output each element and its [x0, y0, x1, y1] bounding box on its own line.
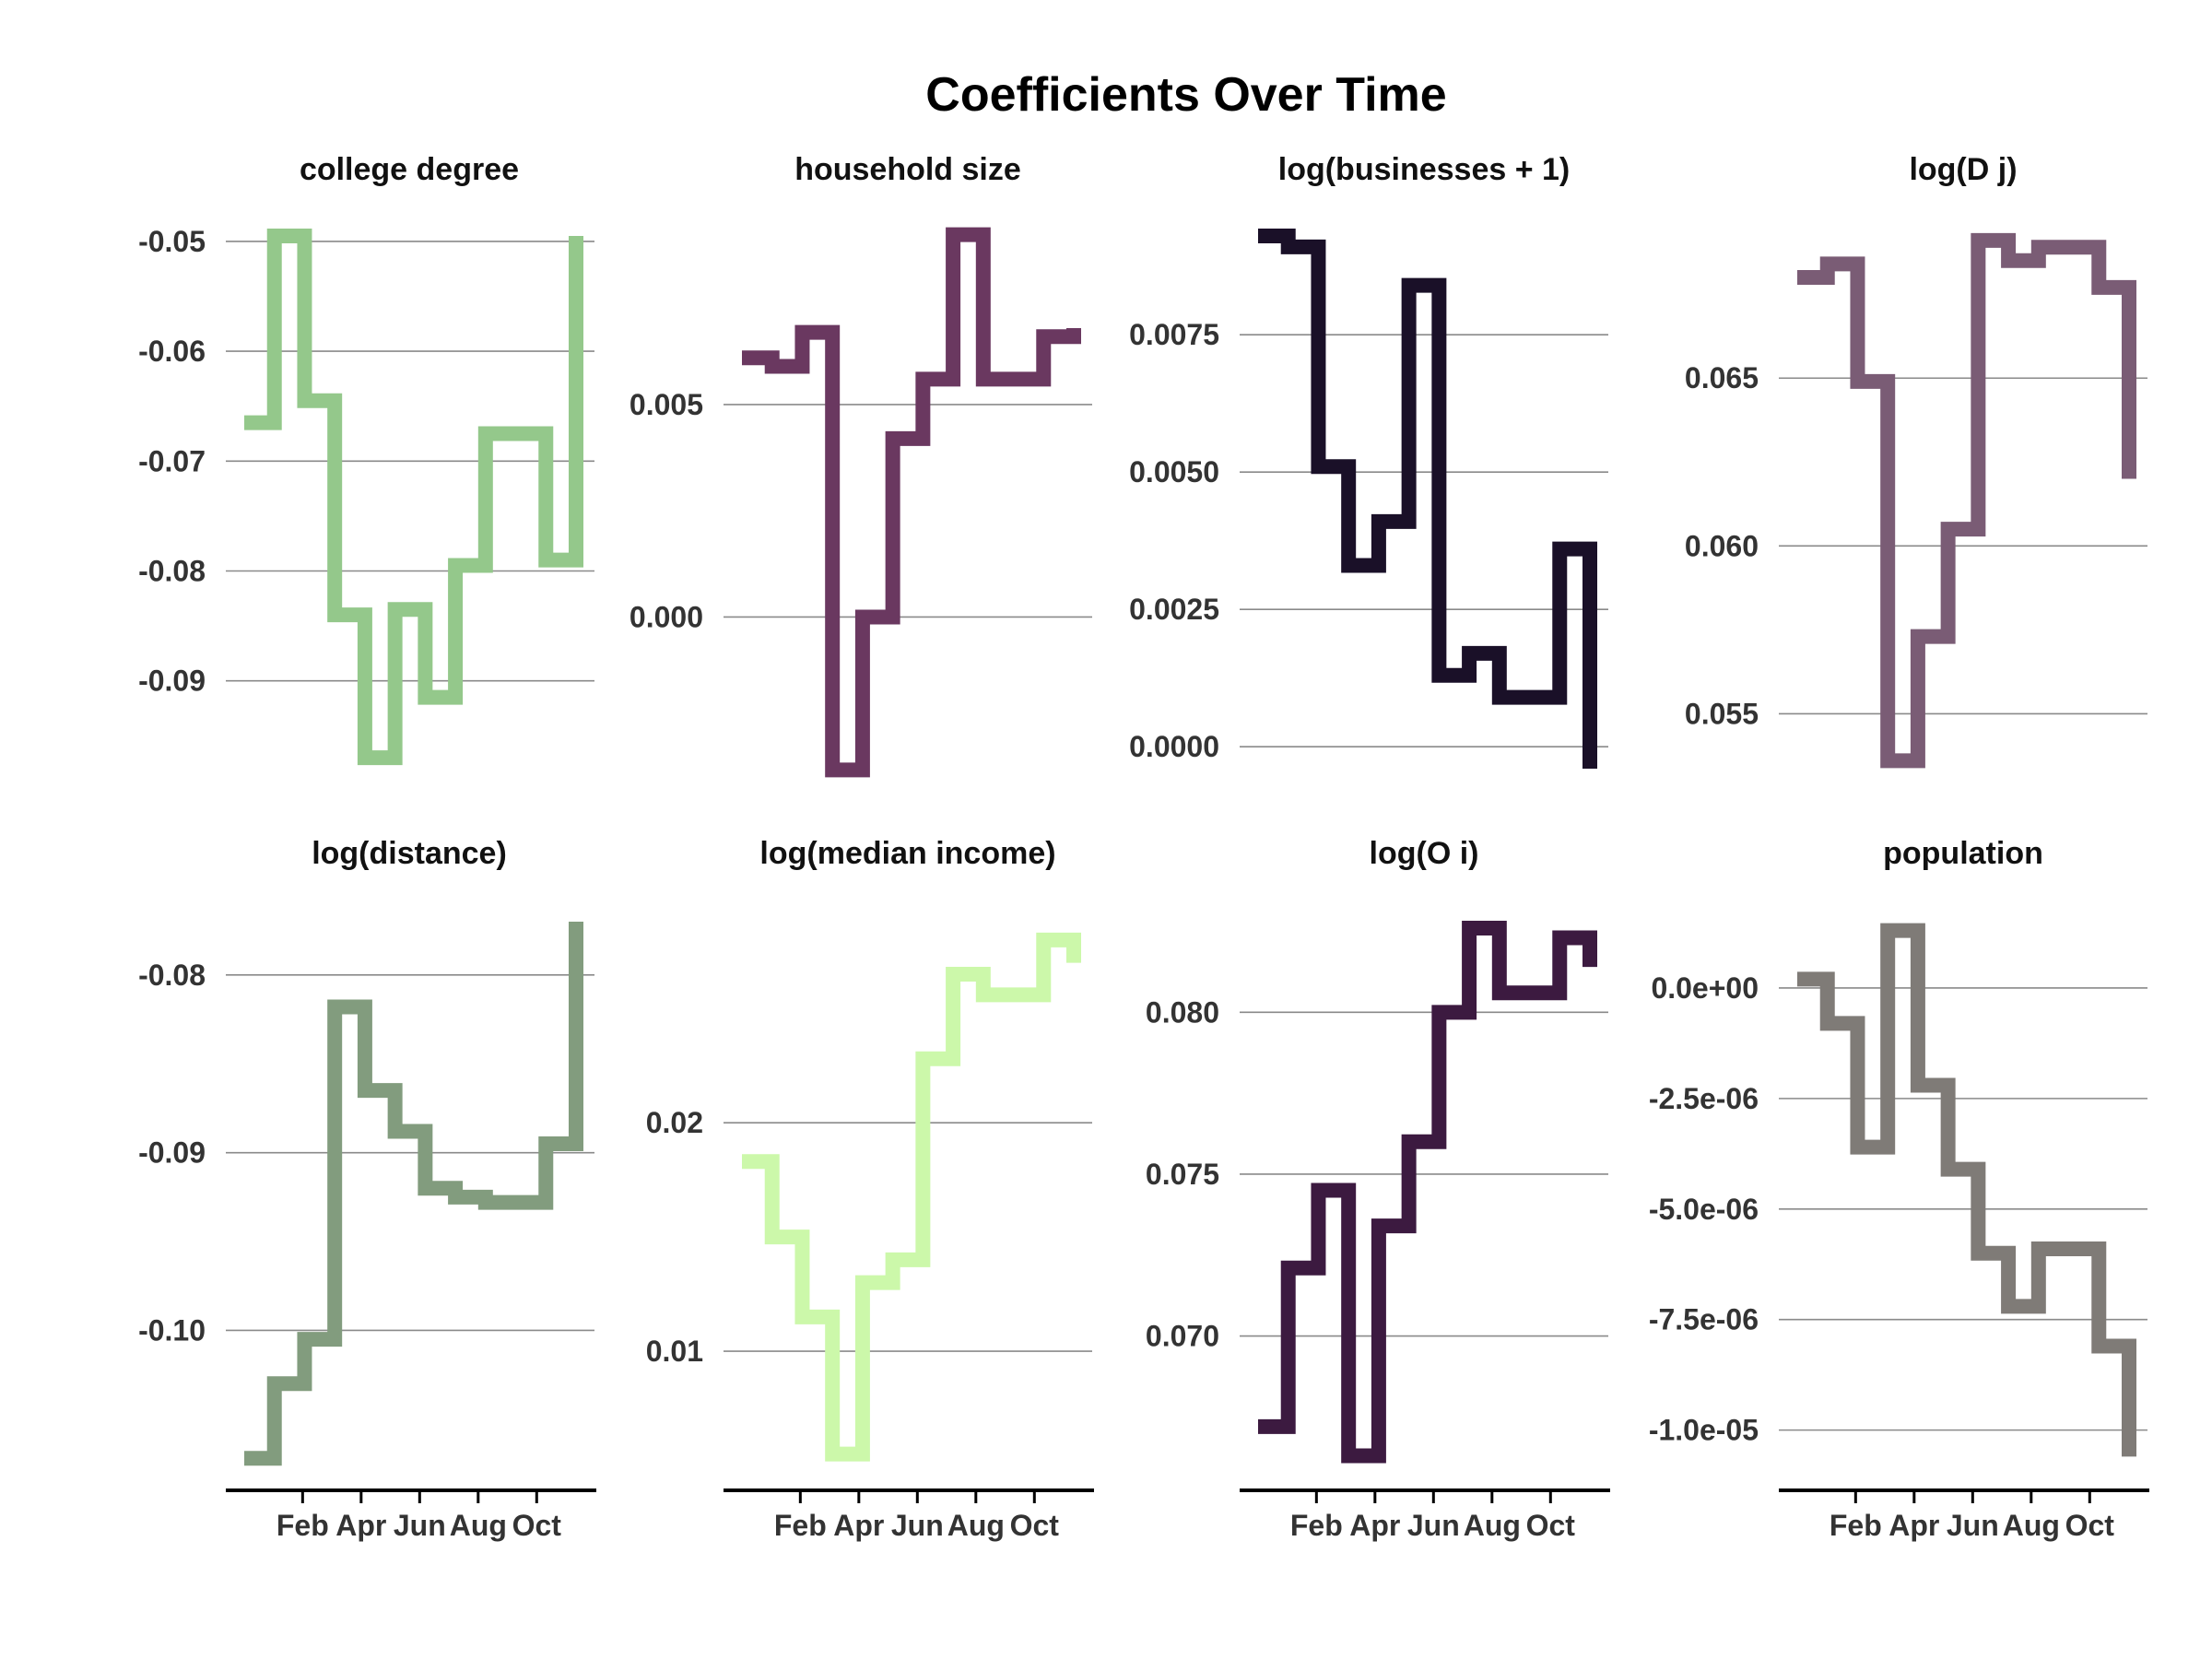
y-tick-label: 0.02 — [646, 1106, 703, 1139]
subplot: log(median income) 0.02 0.01 Feb Apr Jun Aug Oc… — [646, 836, 1094, 1542]
y-tick-label: 0.0000 — [1129, 730, 1219, 763]
subplot-title: log(O i) — [1370, 836, 1479, 871]
subplot-title: population — [1883, 836, 2043, 871]
y-tick-label: 0.000 — [629, 600, 703, 633]
series-line — [1258, 921, 1597, 1464]
y-tick-label: -0.10 — [138, 1313, 206, 1347]
series-line — [244, 228, 583, 766]
y-tick-label: -0.05 — [138, 225, 206, 258]
y-tick-label: -5.0e-06 — [1649, 1193, 1759, 1226]
x-tick-label: Jun — [891, 1509, 944, 1542]
x-tick-label: Apr — [335, 1509, 386, 1542]
y-tick-label: -0.09 — [138, 1136, 206, 1170]
y-tick-label: 0.080 — [1146, 995, 1219, 1029]
y-tick-label: -0.09 — [138, 665, 206, 698]
y-tick-label: 0.01 — [646, 1335, 703, 1368]
y-tick-label: -1.0e-05 — [1649, 1414, 1759, 1447]
series-line — [1797, 923, 2136, 1457]
subplot-title: household size — [794, 152, 1021, 187]
x-tick-label: Apr — [833, 1509, 884, 1542]
subplot-grid: college degree -0.05 -0.06 -0.07 -0.08 -0.09 h… — [138, 152, 2149, 1542]
y-tick-label: 0.0e+00 — [1651, 971, 1759, 1005]
x-tick-label: Aug — [450, 1509, 507, 1542]
x-tick-label: Aug — [1464, 1509, 1521, 1542]
subplot-title: college degree — [300, 152, 519, 187]
x-tick-label: Oct — [1010, 1509, 1060, 1542]
y-tick-label: -0.08 — [138, 554, 206, 587]
series-line — [244, 922, 583, 1466]
y-tick-label: -2.5e-06 — [1649, 1082, 1759, 1115]
y-tick-label: 0.075 — [1146, 1158, 1219, 1191]
series-line — [742, 932, 1081, 1462]
y-tick-label: 0.070 — [1146, 1320, 1219, 1353]
x-tick-label: Apr — [1888, 1509, 1939, 1542]
y-tick-label: 0.005 — [629, 388, 703, 421]
x-tick-label: Apr — [1349, 1509, 1400, 1542]
x-tick-label: Jun — [394, 1509, 446, 1542]
y-tick-label: 0.055 — [1685, 697, 1759, 730]
series-line — [1258, 228, 1597, 770]
y-tick-label: 0.060 — [1685, 529, 1759, 562]
subplot-title: log(businesses + 1) — [1278, 152, 1571, 187]
x-tick-label: Feb — [1830, 1509, 1882, 1542]
subplot: population 0.0e+00 -2.5e-06 -5.0e-06 -7.5e-0… — [1649, 836, 2149, 1542]
y-tick-label: 0.065 — [1685, 361, 1759, 394]
subplot: log(businesses + 1) 0.0075 0.0050 0.0025 0.0… — [1129, 152, 1608, 770]
subplot: log(D j) 0.065 0.060 0.055 — [1685, 152, 2147, 769]
subplot: household size 0.005 0.000 — [629, 152, 1092, 778]
subplot-title: log(distance) — [312, 836, 507, 871]
series-line — [742, 227, 1081, 778]
x-tick-label: Oct — [2065, 1509, 2115, 1542]
subplot-title: log(median income) — [759, 836, 1055, 871]
x-tick-label: Feb — [1290, 1509, 1343, 1542]
x-tick-label: Feb — [276, 1509, 329, 1542]
subplot: college degree -0.05 -0.06 -0.07 -0.08 -0.09 — [138, 152, 594, 766]
y-tick-label: -7.5e-06 — [1649, 1303, 1759, 1336]
series-line — [1797, 232, 2136, 769]
y-tick-label: 0.0050 — [1129, 455, 1219, 488]
subplot-title: log(D j) — [1909, 152, 2017, 187]
x-tick-label: Oct — [1526, 1509, 1576, 1542]
y-tick-label: -0.06 — [138, 335, 206, 368]
x-tick-label: Jun — [1407, 1509, 1460, 1542]
y-tick-label: -0.08 — [138, 959, 206, 992]
x-tick-label: Aug — [2003, 1509, 2060, 1542]
y-tick-label: 0.0025 — [1129, 593, 1219, 626]
subplot: log(O i) 0.080 0.075 0.070 Feb Apr Jun Aug Oct — [1146, 836, 1610, 1542]
x-tick-label: Aug — [947, 1509, 1005, 1542]
x-tick-label: Jun — [1947, 1509, 1999, 1542]
y-tick-label: -0.07 — [138, 444, 206, 477]
figure-title: Coefficients Over Time — [925, 68, 1446, 122]
subplot: log(distance) -0.08 -0.09 -0.10 Feb Apr Jun Aug… — [138, 836, 596, 1542]
y-tick-label: 0.0075 — [1129, 318, 1219, 351]
x-tick-label: Oct — [512, 1509, 562, 1542]
x-tick-label: Feb — [774, 1509, 827, 1542]
